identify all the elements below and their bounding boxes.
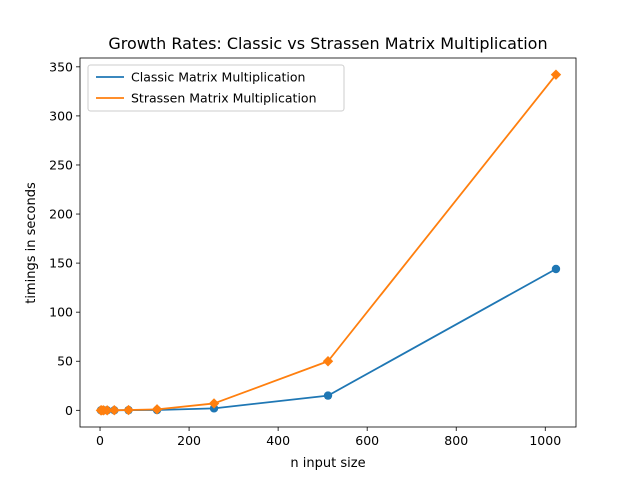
x-tick-label: 400 <box>266 433 290 448</box>
x-tick-label: 200 <box>177 433 201 448</box>
y-tick-label: 150 <box>49 256 73 271</box>
y-tick-label: 0 <box>65 403 73 418</box>
data-point <box>551 264 561 274</box>
data-point <box>208 398 220 409</box>
x-tick-label: 800 <box>444 433 468 448</box>
data-point <box>101 405 113 416</box>
data-point <box>123 404 134 416</box>
x-tick-label: 600 <box>355 433 379 448</box>
x-axis-label: n input size <box>290 456 365 471</box>
legend: Classic Matrix Multiplication Strassen Ma… <box>87 64 345 112</box>
x-tick-label: 0 <box>96 433 104 448</box>
y-tick-label: 300 <box>49 108 73 123</box>
legend-entry: Classic Matrix Multiplication <box>131 70 305 85</box>
x-tick-label: 1000 <box>529 433 561 448</box>
data-point <box>550 69 562 80</box>
data-point <box>151 404 163 415</box>
y-tick-label: 250 <box>49 157 73 172</box>
series-1 <box>96 264 561 415</box>
series-line <box>100 268 557 412</box>
plot-area: 0 200 400 600 800 1000 0 50 100 150 200 250 300 350 Cl… <box>49 57 577 448</box>
y-tick-label: 350 <box>49 59 73 74</box>
data-point <box>323 391 333 400</box>
legend-entry: Strassen Matrix Multiplication <box>131 91 317 106</box>
chart-title: Growth Rates: Classic vs Strassen Matrix… <box>108 34 547 53</box>
data-point <box>322 356 334 367</box>
y-tick-label: 200 <box>49 207 73 222</box>
y-tick-label: 50 <box>57 354 73 369</box>
legend-box <box>87 64 345 112</box>
series-2 <box>95 69 562 416</box>
data-point <box>109 405 120 416</box>
y-axis-label: timings in seconds <box>24 182 39 304</box>
y-tick-label: 100 <box>49 305 73 320</box>
axes-frame <box>79 57 577 428</box>
